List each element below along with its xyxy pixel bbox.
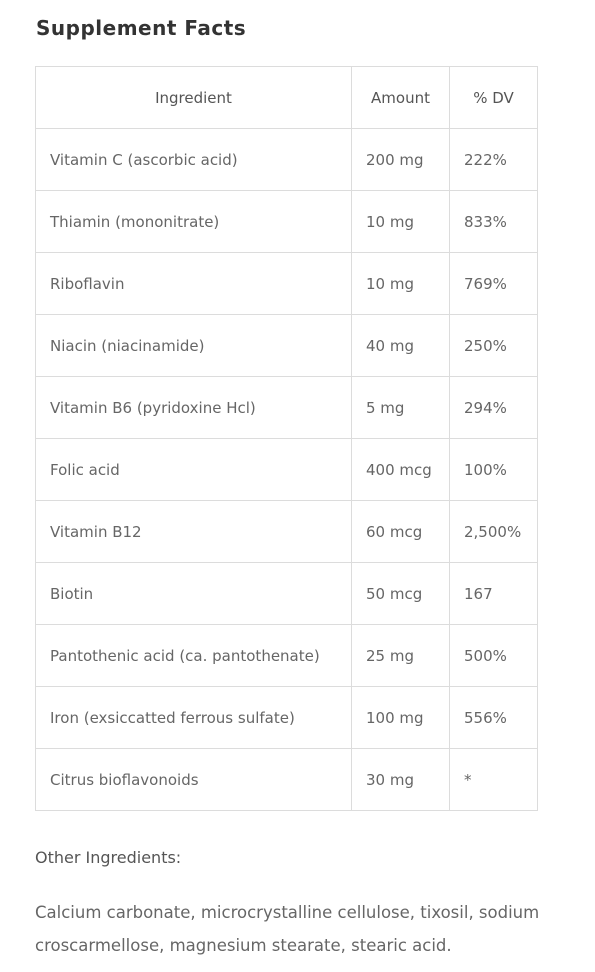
amount-cell: 10 mg [351, 190, 450, 253]
other-ingredients-heading: Other Ingredients: [35, 848, 182, 867]
ingredient-cell: Vitamin B6 (pyridoxine Hcl) [35, 376, 352, 439]
column-header-ingredient: Ingredient [35, 66, 352, 129]
table-row: Biotin 50 mcg 167 [35, 562, 538, 625]
amount-cell: 50 mcg [351, 562, 450, 625]
supplement-facts-table: Ingredient Amount % DV Vitamin C (ascorb… [35, 66, 538, 811]
table-row: Vitamin B12 60 mcg 2,500% [35, 500, 538, 563]
page-title: Supplement Facts [36, 16, 247, 40]
table-row: Niacin (niacinamide) 40 mg 250% [35, 314, 538, 377]
amount-cell: 60 mcg [351, 500, 450, 563]
ingredient-cell: Biotin [35, 562, 352, 625]
dv-cell: 100% [449, 438, 538, 501]
ingredient-cell: Iron (exsiccatted ferrous sulfate) [35, 686, 352, 749]
ingredient-cell: Riboflavin [35, 252, 352, 315]
ingredient-cell: Folic acid [35, 438, 352, 501]
amount-cell: 5 mg [351, 376, 450, 439]
dv-cell: 833% [449, 190, 538, 253]
dv-cell: 500% [449, 624, 538, 687]
ingredient-cell: Niacin (niacinamide) [35, 314, 352, 377]
dv-cell: 294% [449, 376, 538, 439]
dv-cell: 769% [449, 252, 538, 315]
column-header-dv: % DV [449, 66, 538, 129]
ingredient-cell: Pantothenic acid (ca. pantothenate) [35, 624, 352, 687]
column-header-amount: Amount [351, 66, 450, 129]
dv-cell: 222% [449, 128, 538, 191]
dv-cell: 2,500% [449, 500, 538, 563]
table-row: Thiamin (mononitrate) 10 mg 833% [35, 190, 538, 253]
table-row: Vitamin C (ascorbic acid) 200 mg 222% [35, 128, 538, 191]
dv-cell: 167 [449, 562, 538, 625]
dv-cell: * [449, 748, 538, 811]
ingredient-cell: Vitamin B12 [35, 500, 352, 563]
table-row: Riboflavin 10 mg 769% [35, 252, 538, 315]
ingredient-cell: Vitamin C (ascorbic acid) [35, 128, 352, 191]
amount-cell: 25 mg [351, 624, 450, 687]
table-header-row: Ingredient Amount % DV [35, 66, 538, 129]
other-ingredients-text: Calcium carbonate, microcrystalline cell… [35, 903, 540, 955]
ingredient-cell: Thiamin (mononitrate) [35, 190, 352, 253]
table-row: Iron (exsiccatted ferrous sulfate) 100 m… [35, 686, 538, 749]
amount-cell: 40 mg [351, 314, 450, 377]
table-row: Vitamin B6 (pyridoxine Hcl) 5 mg 294% [35, 376, 538, 439]
table-row: Pantothenic acid (ca. pantothenate) 25 m… [35, 624, 538, 687]
ingredient-cell: Citrus bioflavonoids [35, 748, 352, 811]
dv-cell: 250% [449, 314, 538, 377]
table-row: Citrus bioflavonoids 30 mg * [35, 748, 538, 811]
amount-cell: 200 mg [351, 128, 450, 191]
amount-cell: 400 mcg [351, 438, 450, 501]
amount-cell: 10 mg [351, 252, 450, 315]
table-row: Folic acid 400 mcg 100% [35, 438, 538, 501]
amount-cell: 100 mg [351, 686, 450, 749]
amount-cell: 30 mg [351, 748, 450, 811]
dv-cell: 556% [449, 686, 538, 749]
